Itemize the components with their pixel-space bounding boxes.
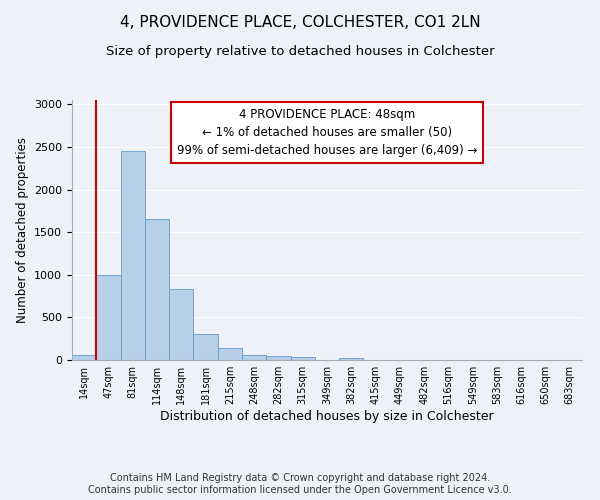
Text: Size of property relative to detached houses in Colchester: Size of property relative to detached ho… [106,45,494,58]
Bar [218,348,242,360]
Bar [145,220,169,360]
Bar [266,356,290,360]
Y-axis label: Number of detached properties: Number of detached properties [16,137,29,323]
Bar [290,356,315,360]
Bar [339,358,364,360]
Text: 4 PROVIDENCE PLACE: 48sqm
← 1% of detached houses are smaller (50)
99% of semi-d: 4 PROVIDENCE PLACE: 48sqm ← 1% of detach… [177,108,477,157]
Bar [72,356,96,360]
Bar [121,151,145,360]
X-axis label: Distribution of detached houses by size in Colchester: Distribution of detached houses by size … [160,410,494,423]
Text: 4, PROVIDENCE PLACE, COLCHESTER, CO1 2LN: 4, PROVIDENCE PLACE, COLCHESTER, CO1 2LN [119,15,481,30]
Bar [193,334,218,360]
Bar [169,289,193,360]
Bar [242,355,266,360]
Text: Contains HM Land Registry data © Crown copyright and database right 2024.
Contai: Contains HM Land Registry data © Crown c… [88,474,512,495]
Bar [96,275,121,360]
